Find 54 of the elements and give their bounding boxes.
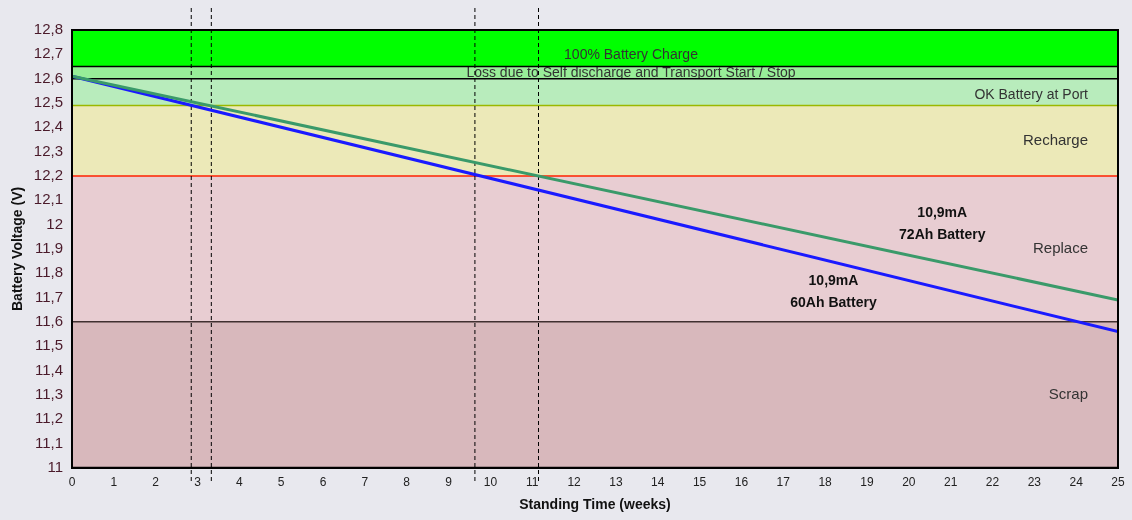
y-tick-label: 12,2 (33, 166, 63, 184)
x-tick-label: 10 (483, 475, 498, 490)
y-tick-label: 11,2 (34, 409, 63, 427)
y-tick-label: 11,3 (34, 384, 63, 402)
x-tick-label: 18 (818, 475, 833, 490)
x-tick-label: 1 (110, 475, 118, 490)
x-tick-label: 15 (692, 475, 707, 490)
y-tick-label: 11,9 (34, 239, 63, 257)
series-label: 10,9mA 60Ah Battery (790, 271, 877, 310)
x-tick-label: 24 (1069, 475, 1084, 490)
x-tick-label: 21 (943, 475, 958, 490)
x-tick-label: 20 (902, 475, 916, 490)
band-label: Replace (1032, 239, 1088, 257)
y-tick-label: 12,1 (33, 190, 63, 208)
y-tick-label: 11,6 (34, 312, 63, 330)
y-tick-label: 12,4 (33, 117, 63, 135)
x-tick-label: 6 (319, 475, 327, 490)
y-tick-label: 12,3 (33, 141, 63, 159)
x-tick-label: 25 (1111, 475, 1125, 490)
x-tick-label: 12 (567, 475, 582, 490)
x-tick-label: 11 (526, 475, 539, 490)
y-tick-label: 12,7 (33, 44, 63, 62)
x-tick-label: 16 (734, 475, 749, 490)
x-tick-label: 0 (68, 475, 76, 490)
x-tick-label: 23 (1027, 475, 1042, 490)
y-tick-label: 12,8 (33, 20, 63, 38)
band-label: Recharge (1022, 130, 1088, 148)
y-tick-label: 11,8 (34, 263, 63, 281)
band-label: OK Battery at Port (974, 86, 1089, 103)
y-tick-label: 11,1 (34, 433, 63, 451)
y-axis-title: Battery Voltage (V) (9, 186, 26, 312)
x-tick-label: 14 (651, 475, 665, 490)
y-tick-label: 11,4 (34, 360, 63, 378)
x-tick-label: 22 (985, 475, 1000, 490)
x-tick-label: 4 (236, 475, 244, 490)
x-tick-label: 13 (609, 475, 623, 490)
x-tick-label: 19 (860, 475, 874, 490)
x-tick-label: 9 (445, 475, 453, 490)
series-label: 10,9mA 72Ah Battery (899, 204, 986, 243)
x-tick-label: 5 (277, 475, 285, 490)
x-tick-label: 2 (152, 475, 160, 490)
band-label: Scrap (1048, 384, 1088, 402)
band-label: 100% Battery Charge (564, 46, 699, 63)
x-axis-title: Standing Time (weeks) (519, 496, 671, 513)
y-tick-label: 12,6 (33, 68, 63, 86)
y-tick-label: 12 (46, 214, 63, 232)
x-tick-label: 7 (361, 475, 369, 490)
y-tick-label: 11 (47, 457, 63, 475)
y-tick-label: 12,5 (33, 93, 63, 111)
x-tick-label: 8 (403, 475, 411, 490)
x-tick-label: 3 (194, 475, 202, 490)
y-tick-label: 11,5 (34, 336, 63, 354)
y-tick-label: 11,7 (34, 287, 63, 305)
x-tick-label: 17 (776, 475, 791, 490)
